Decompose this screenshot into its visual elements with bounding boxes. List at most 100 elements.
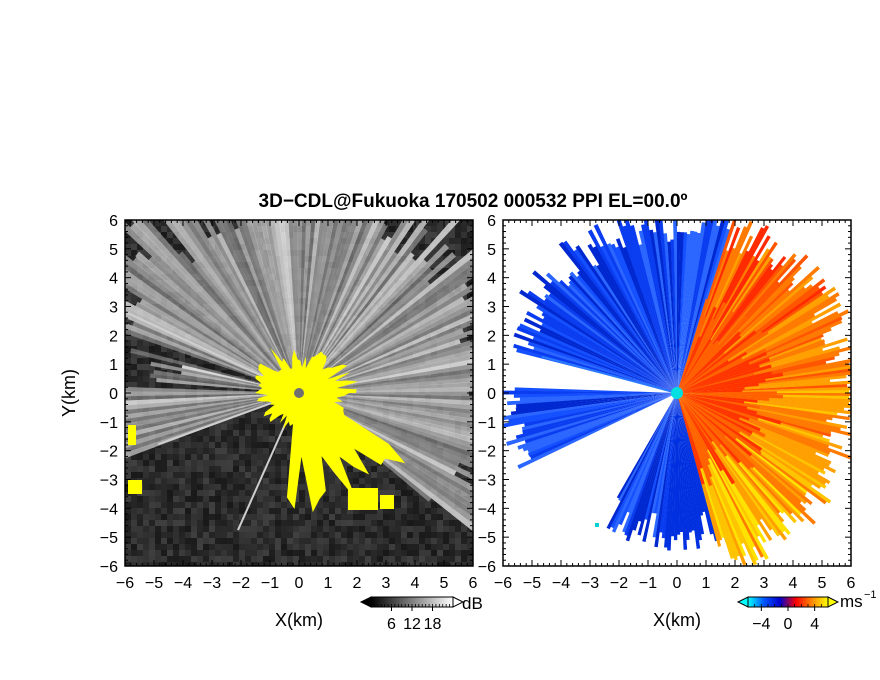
snr-noise-cell: [371, 484, 377, 490]
snr-noise-cell: [257, 430, 263, 436]
snr-noise-cell: [425, 544, 431, 550]
snr-noise-cell: [227, 508, 233, 514]
velocity-near-sector: [677, 336, 701, 393]
snr-noise-cell: [293, 544, 299, 550]
snr-noise-cell: [275, 430, 281, 436]
snr-noise-cell: [389, 490, 395, 496]
snr-noise-cell: [341, 514, 347, 520]
velocity-near-sector: [677, 351, 768, 393]
snr-noise-cell: [401, 562, 407, 566]
snr-noise-cell: [269, 550, 275, 556]
snr-noise-cell: [143, 556, 149, 562]
snr-noise-cell: [137, 472, 143, 478]
y-tick-label: 5: [109, 242, 118, 259]
x-tick-label: 1: [324, 575, 333, 592]
velocity-receding-sector: [642, 393, 677, 543]
snr-noise-cell: [341, 544, 347, 550]
snr-noise-cell: [179, 502, 185, 508]
snr-noise-cell: [149, 556, 155, 562]
snr-noise-cell: [425, 562, 431, 566]
snr-noise-cell: [239, 526, 245, 532]
snr-noise-cell: [125, 460, 131, 466]
snr-noise-cell: [413, 538, 419, 544]
snr-noise-cell: [287, 562, 293, 566]
snr-noise-cell: [269, 472, 275, 478]
snr-noise-cell: [209, 502, 215, 508]
snr-noise-cell: [395, 484, 401, 490]
snr-noise-cell: [203, 436, 209, 442]
snr-noise-cell: [185, 496, 191, 502]
snr-noise-cell: [359, 478, 365, 484]
snr-noise-cell: [137, 538, 143, 544]
velocity-receding-sector: [569, 271, 677, 393]
snr-noise-cell: [449, 544, 455, 550]
snr-noise-cell: [257, 406, 263, 412]
snr-noise-cell: [155, 532, 161, 538]
snr-noise-cell: [167, 460, 173, 466]
snr-noise-cell: [419, 496, 425, 502]
snr-noise-cell: [197, 442, 203, 448]
snr-noise-cell: [395, 544, 401, 550]
snr-noise-cell: [233, 220, 239, 226]
snr-noise-cell: [425, 226, 431, 232]
snr-noise-cell: [197, 502, 203, 508]
snr-noise-cell: [167, 520, 173, 526]
snr-noise-cell: [287, 538, 293, 544]
snr-noise-cell: [257, 532, 263, 538]
snr-noise-cell: [137, 364, 143, 370]
snr-noise-cell: [203, 472, 209, 478]
snr-noise-cell: [239, 448, 245, 454]
velocity-receding-sector: [536, 304, 677, 393]
snr-noise-cell: [233, 532, 239, 538]
snr-noise-cell: [263, 454, 269, 460]
snr-noise-cell: [371, 550, 377, 556]
snr-noise-cell: [173, 478, 179, 484]
snr-noise-cell: [125, 538, 131, 544]
y-tick-label: −6: [478, 559, 496, 576]
snr-noise-cell: [179, 472, 185, 478]
snr-noise-cell: [437, 226, 443, 232]
snr-noise-cell: [353, 532, 359, 538]
snr-noise-cell: [305, 514, 311, 520]
colorbar-tick-label: 12: [403, 616, 421, 633]
snr-noise-cell: [131, 298, 137, 304]
snr-beam-ray: [299, 382, 473, 393]
velocity-near-sector: [677, 393, 755, 469]
snr-noise-cell: [155, 562, 161, 566]
velocity-receding-sector: [622, 393, 677, 533]
snr-noise-cell: [179, 508, 185, 514]
snr-noise-cell: [347, 556, 353, 562]
snr-noise-cell: [203, 364, 209, 370]
snr-beam-ray: [132, 321, 299, 393]
snr-noise-cell: [311, 532, 317, 538]
snr-noise-cell: [143, 562, 149, 566]
snr-noise-cell: [167, 448, 173, 454]
snr-noise-cell: [149, 544, 155, 550]
snr-noise-cell: [377, 514, 383, 520]
snr-noise-cell: [293, 520, 299, 526]
snr-beam-ray: [299, 252, 457, 393]
snr-noise-cell: [275, 448, 281, 454]
velocity-near-sector: [677, 348, 767, 393]
velocity-near-sector: [677, 343, 714, 393]
snr-noise-cell: [419, 244, 425, 250]
snr-noise-cell: [143, 526, 149, 532]
snr-noise-cell: [461, 232, 467, 238]
snr-noise-cell: [209, 442, 215, 448]
snr-noise-cell: [233, 454, 239, 460]
snr-beam-ray: [125, 300, 299, 393]
snr-noise-cell: [227, 472, 233, 478]
snr-noise-cell: [449, 538, 455, 544]
y-tick-label: 1: [109, 357, 118, 374]
snr-noise-cell: [437, 556, 443, 562]
snr-noise-cell: [143, 448, 149, 454]
snr-noise-cell: [269, 538, 275, 544]
snr-noise-cell: [185, 526, 191, 532]
snr-noise-cell: [137, 508, 143, 514]
colorbar-min-arrow: [736, 596, 749, 608]
snr-noise-cell: [329, 490, 335, 496]
snr-noise-cell: [239, 454, 245, 460]
snr-noise-cell: [365, 550, 371, 556]
snr-noise-cell: [161, 466, 167, 472]
snr-noise-cell: [293, 562, 299, 566]
